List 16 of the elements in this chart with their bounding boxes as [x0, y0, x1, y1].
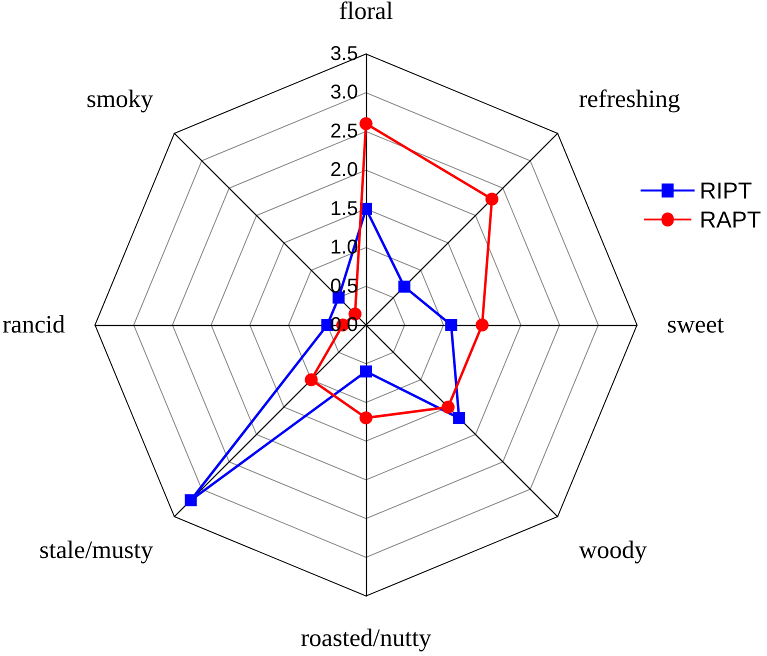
y-tick-label: 3.5	[330, 43, 358, 65]
spoke-label: floral	[338, 0, 394, 25]
spoke-label: smoky	[86, 86, 154, 114]
legend-label: RAPT	[700, 206, 762, 232]
y-tick-label: 2.0	[330, 159, 358, 182]
y-tick-label: 2.5	[330, 120, 358, 142]
y-tick-label: 1.5	[330, 198, 358, 220]
spoke-label: stale/musty	[39, 536, 154, 564]
y-tick-label: 0.0	[330, 314, 358, 336]
spoke-label: refreshing	[578, 86, 681, 114]
spoke-label: sweet	[667, 312, 724, 338]
legend-label: RIPT	[700, 178, 752, 204]
spoke-label: roasted/nutty	[300, 625, 432, 652]
spoke-label: rancid	[2, 312, 66, 338]
y-tick-label: 3.0	[330, 82, 358, 104]
spoke-label: woody	[578, 536, 648, 564]
